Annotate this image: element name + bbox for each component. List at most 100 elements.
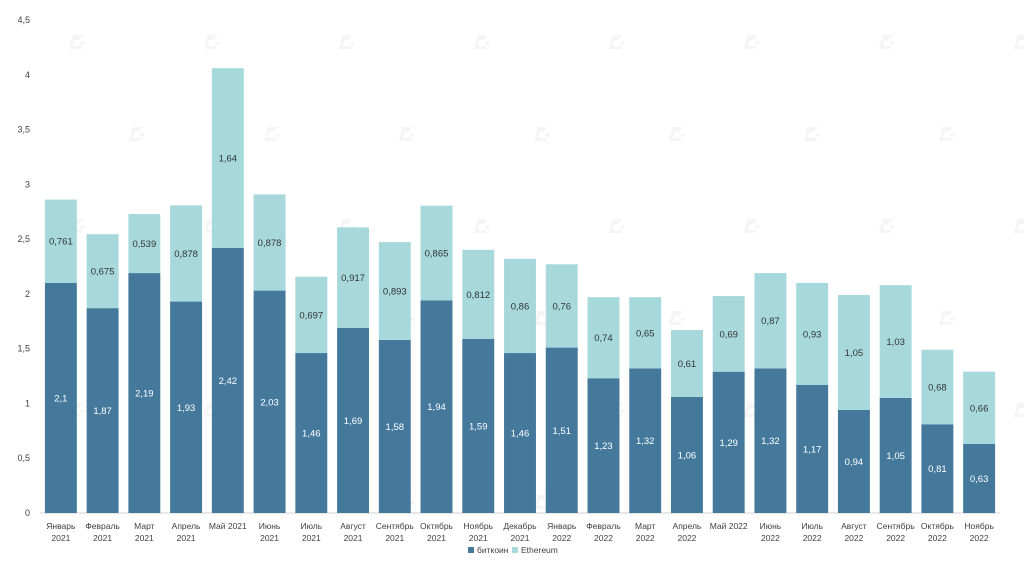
bar-bitcoin: [712, 371, 745, 513]
watermark-icon: [1013, 219, 1024, 233]
bar-ethereum: [128, 214, 161, 274]
data-label-ethereum: 1,64: [219, 154, 238, 165]
watermark-icon: [938, 311, 955, 325]
x-category-label: Февраль 2022: [586, 521, 621, 543]
data-label-ethereum: 0,86: [511, 301, 530, 312]
watermark-icon: [398, 127, 415, 141]
watermark-icon: [1013, 35, 1024, 49]
data-label-ethereum: 0,65: [636, 328, 655, 339]
data-label-bitcoin: 1,32: [761, 436, 780, 447]
watermark-icon: [878, 35, 895, 49]
bar-bitcoin: [86, 308, 119, 513]
bar-bitcoin: [545, 347, 578, 513]
x-category-label: Март 2021: [134, 521, 154, 543]
watermark-icon: [878, 219, 895, 233]
watermark-icon: [68, 35, 85, 49]
data-label-ethereum: 0,878: [258, 238, 282, 249]
bar-ethereum: [629, 297, 662, 369]
data-label-ethereum: 0,74: [594, 333, 613, 344]
bar-ethereum: [879, 285, 912, 398]
data-label-bitcoin: 1,29: [719, 438, 738, 449]
bar-ethereum: [170, 205, 203, 302]
data-label-bitcoin: 1,59: [469, 421, 488, 432]
data-label-ethereum: 1,05: [845, 348, 864, 359]
bar-bitcoin: [504, 353, 536, 513]
data-label-ethereum: 0,69: [719, 329, 738, 340]
bar-bitcoin: [420, 300, 453, 513]
watermark-icon: [263, 127, 280, 141]
bar-ethereum: [837, 294, 870, 411]
bar-ethereum: [754, 273, 787, 369]
data-label-ethereum: 0,93: [803, 329, 822, 340]
x-category-label: Июль 2021: [300, 521, 322, 543]
y-tick-label: 3,5: [17, 125, 30, 135]
data-label-bitcoin: 2,03: [260, 397, 279, 408]
data-label-bitcoin: 1,87: [93, 406, 112, 417]
bar-bitcoin: [837, 410, 870, 513]
data-label-ethereum: 0,761: [49, 237, 73, 248]
y-axis: 0 0,5 1 1,5 2 2,5 3 3,5 4 4,5: [17, 15, 30, 518]
x-category-label: Август 2022: [841, 521, 867, 543]
legend: биткоин Ethereum: [468, 545, 558, 555]
x-category-label: Октябрь 2021: [420, 521, 454, 543]
bar-bitcoin: [211, 247, 244, 513]
data-label-bitcoin: 0,94: [845, 457, 864, 468]
bar-ethereum: [712, 296, 745, 372]
bar-bitcoin: [337, 327, 370, 513]
bar-ethereum: [420, 205, 453, 301]
data-label-bitcoin: 1,17: [803, 444, 822, 455]
data-label-bitcoin: 1,94: [427, 402, 446, 413]
data-label-bitcoin: 0,81: [928, 464, 947, 475]
data-label-ethereum: 0,697: [299, 310, 323, 321]
x-category-label: Апрель 2021: [172, 521, 201, 543]
bar-bitcoin: [295, 353, 328, 513]
y-tick-label: 2: [25, 289, 30, 299]
bar-ethereum: [587, 297, 620, 379]
x-category-label: Март 2022: [635, 521, 655, 543]
data-label-bitcoin: 1,58: [386, 422, 405, 433]
x-category-label: Октябрь 2022: [921, 521, 955, 543]
y-tick-label: 2,5: [17, 234, 30, 244]
y-tick-label: 0: [25, 508, 30, 518]
bar-bitcoin: [754, 368, 787, 513]
data-label-ethereum: 0,878: [174, 249, 198, 260]
x-category-label: Декабрь 2021: [503, 521, 537, 543]
y-tick-label: 0,5: [17, 453, 30, 463]
bars: 2,1 0,761 1,87 0,675 2,19 0,539 1,93 0,878 2,42 1…: [44, 68, 996, 513]
data-label-bitcoin: 1,69: [344, 416, 363, 427]
bar-bitcoin: [378, 339, 411, 513]
data-label-ethereum: 0,812: [466, 290, 490, 301]
bar-ethereum: [545, 264, 578, 348]
legend-label-ethereum: Ethereum: [521, 545, 558, 555]
bar-ethereum: [253, 194, 286, 291]
x-category-label: Сентябрь 2022: [877, 521, 916, 543]
bar-bitcoin: [253, 290, 286, 513]
watermark-icon: [473, 35, 490, 49]
data-label-bitcoin: 1,06: [678, 450, 697, 461]
data-label-bitcoin: 1,93: [177, 403, 196, 414]
x-axis: Январь 2021 Февраль 2021 Март 2021 Апрель 2021 М…: [46, 521, 994, 543]
data-label-bitcoin: 1,23: [594, 441, 613, 452]
legend-swatch-ethereum: [512, 547, 518, 553]
data-label-ethereum: 0,68: [928, 383, 947, 394]
bar-ethereum: [462, 249, 495, 339]
bar-ethereum: [337, 227, 370, 328]
watermark-icon: [1013, 403, 1024, 417]
y-tick-label: 1: [25, 398, 30, 408]
x-category-label: Ноябрь 2022: [964, 521, 994, 543]
data-label-ethereum: 0,675: [91, 267, 115, 278]
y-tick-label: 1,5: [17, 344, 30, 354]
bar-ethereum: [670, 330, 703, 397]
data-label-ethereum: 0,61: [678, 359, 697, 370]
bar-ethereum: [378, 242, 411, 340]
legend-label-bitcoin: биткоин: [477, 545, 509, 555]
data-label-bitcoin: 1,32: [636, 436, 655, 447]
data-label-bitcoin: 1,46: [302, 429, 321, 440]
bar-bitcoin: [629, 368, 662, 513]
watermark-icon: [473, 219, 490, 233]
data-label-ethereum: 1,03: [886, 337, 905, 348]
data-label-ethereum: 0,66: [970, 403, 989, 414]
x-category-label: Февраль 2021: [85, 521, 120, 543]
data-label-bitcoin: 1,46: [511, 429, 530, 440]
x-category-label: Май 2021: [209, 521, 247, 531]
